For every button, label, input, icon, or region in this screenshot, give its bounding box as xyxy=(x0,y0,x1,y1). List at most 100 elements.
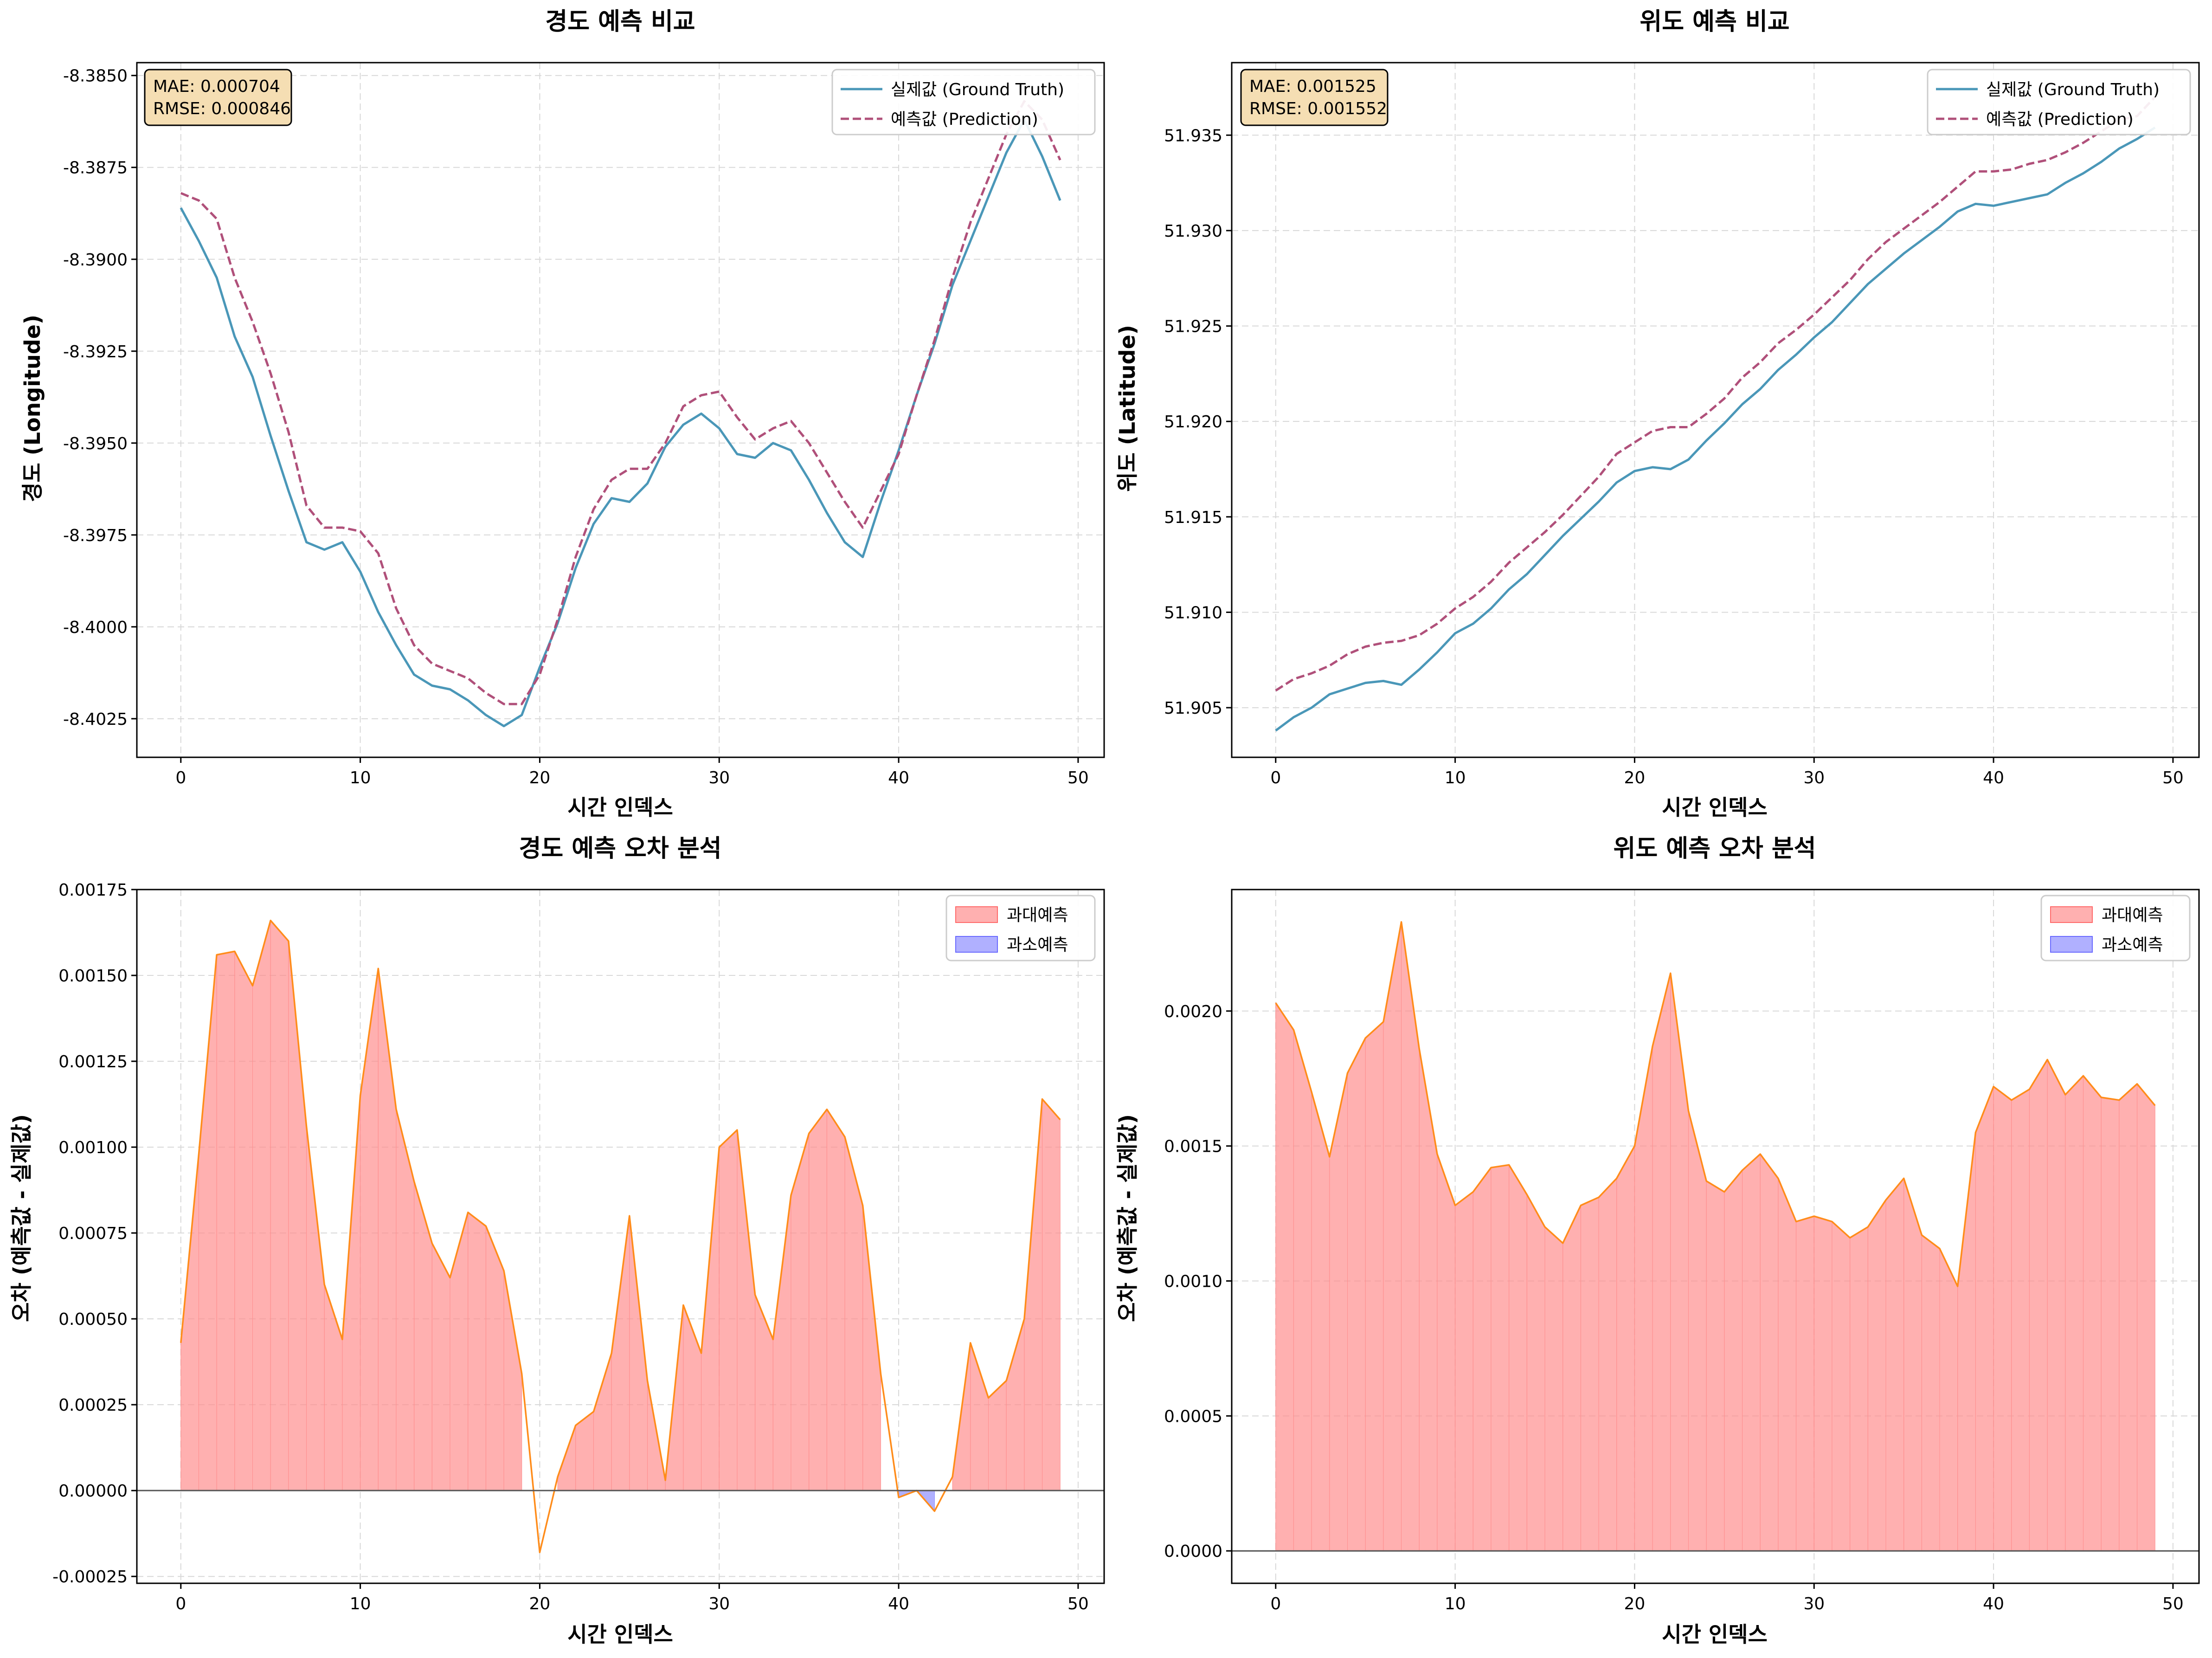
over-prediction-area xyxy=(1706,1181,1725,1551)
over-prediction-area xyxy=(1688,1110,1707,1551)
legend-label-over: 과대예측 xyxy=(1007,906,1068,925)
y-tick-label: 0.00000 xyxy=(58,1482,128,1501)
y-tick-label: -8.3925 xyxy=(63,342,128,361)
over-prediction-area xyxy=(1293,1030,1312,1551)
y-axis-label: 경도 (Longitude) xyxy=(20,315,45,502)
ground-truth-line xyxy=(1275,126,2156,732)
x-tick-label: 10 xyxy=(1445,1594,1466,1613)
x-tick-label: 20 xyxy=(529,1594,551,1613)
stats-box: MAE: 0.000704 RMSE: 0.000846 xyxy=(144,69,292,126)
rmse-text: RMSE: 0.000846 xyxy=(153,99,291,118)
y-tick-label: 51.915 xyxy=(1164,508,1222,527)
legend-swatch-under xyxy=(955,936,998,953)
over-prediction-area xyxy=(1742,1153,1761,1551)
over-prediction-area xyxy=(1885,1178,1904,1551)
y-tick-label: 0.0020 xyxy=(1164,1002,1222,1021)
axes-frame xyxy=(136,62,1105,758)
x-axis-label: 시간 인덱스 xyxy=(1662,1622,1768,1647)
plot-area xyxy=(1232,921,2199,1552)
y-tick-label: 0.0015 xyxy=(1164,1137,1222,1156)
error-line xyxy=(180,919,1061,1554)
over-prediction-area xyxy=(1526,1194,1545,1551)
over-prediction-area xyxy=(1993,1086,2012,1551)
longitude-comparison-chart: 경도 예측 비교 -8.3850-8.3875-8.3900-8.3925-8.… xyxy=(20,8,1105,820)
over-prediction-area xyxy=(1365,1021,1384,1551)
over-prediction-area xyxy=(1383,922,1402,1551)
x-tick-label: 0 xyxy=(175,1594,186,1613)
legend: 실제값 (Ground Truth) 예측값 (Prediction) xyxy=(831,69,1096,135)
over-prediction-area xyxy=(2065,1075,2083,1551)
x-tick-label: 0 xyxy=(1270,768,1281,787)
y-tick-label: -0.00025 xyxy=(52,1568,128,1587)
latitude-error-chart: 위도 예측 오차 분석 0.00000.00050.00100.00150.00… xyxy=(1115,835,2200,1647)
y-tick-label: -8.3900 xyxy=(63,251,128,270)
over-prediction-area xyxy=(216,951,235,1491)
error-line xyxy=(1275,921,2156,1287)
y-tick-label: 0.00100 xyxy=(58,1138,128,1157)
legend: 실제값 (Ground Truth) 예측값 (Prediction) xyxy=(1927,69,2191,135)
y-axis-label: 오차 (예측값 - 실제값) xyxy=(9,1114,34,1322)
x-axis: 0 10 20 30 40 50 xyxy=(1270,757,2184,787)
over-prediction-area xyxy=(1563,1205,1581,1551)
over-prediction-area xyxy=(2101,1097,2120,1551)
x-tick-label: 50 xyxy=(1067,768,1089,787)
x-tick-label: 40 xyxy=(1983,1594,2004,1613)
stats-box: MAE: 0.001525 RMSE: 0.001552 xyxy=(1240,69,1389,126)
legend: 과대예측 과소예측 xyxy=(945,895,1096,961)
y-tick-label: 51.935 xyxy=(1164,126,1222,145)
over-prediction-area xyxy=(1778,1178,1797,1551)
y-axis: -8.3850 -8.3875 -8.3900 -8.3925 -8.3950 -8.39… xyxy=(63,67,137,729)
axes-frame xyxy=(1231,62,2200,758)
y-tick-label: 0.0010 xyxy=(1164,1272,1222,1291)
over-prediction-area xyxy=(1850,1226,1868,1551)
y-tick-label: 0.00125 xyxy=(58,1052,128,1071)
ground-truth-line xyxy=(180,118,1061,728)
series-layer xyxy=(1232,921,2199,1552)
over-prediction-area xyxy=(1813,1216,1833,1551)
over-prediction-area xyxy=(1473,1167,1492,1551)
plot-area xyxy=(137,919,1104,1554)
legend-label-over: 과대예측 xyxy=(2102,906,2163,925)
over-prediction-area xyxy=(1760,1153,1779,1551)
chart-title: 경도 예측 비교 xyxy=(545,8,695,36)
over-prediction-area xyxy=(2011,1089,2030,1551)
over-prediction-area xyxy=(1598,1178,1617,1551)
over-prediction-area xyxy=(1544,1226,1563,1551)
over-prediction-area xyxy=(2029,1058,2048,1551)
y-tick-label: -8.3875 xyxy=(63,159,128,178)
y-tick-label: 51.910 xyxy=(1164,603,1222,622)
y-axis: 51.905 51.910 51.915 51.920 51.925 51.930 51.9… xyxy=(1164,126,1232,718)
over-prediction-area xyxy=(2047,1059,2066,1551)
x-tick-label: 40 xyxy=(888,768,909,787)
prediction-line xyxy=(1275,96,2156,692)
legend-label-ground-truth: 실제값 (Ground Truth) xyxy=(891,80,1064,99)
over-prediction-area xyxy=(1652,973,1671,1551)
plot-area xyxy=(180,100,1061,728)
chart-title: 위도 예측 오차 분석 xyxy=(1613,835,1816,863)
x-axis: 0 10 20 30 40 50 xyxy=(175,1583,1089,1613)
legend-swatch-under xyxy=(2050,936,2093,953)
y-axis: 0.0000 0.0005 0.0010 0.0015 0.0020 xyxy=(1164,1002,1232,1561)
over-prediction-area xyxy=(1903,1178,1922,1551)
over-prediction-area xyxy=(1042,1098,1061,1491)
x-tick-label: 20 xyxy=(1624,1594,1646,1613)
x-tick-label: 40 xyxy=(888,1594,909,1613)
y-axis: -0.00025 0.00000 0.00025 0.00050 0.00075 0.00… xyxy=(52,881,137,1587)
x-tick-label: 20 xyxy=(1624,768,1646,787)
x-tick-label: 30 xyxy=(708,768,730,787)
axes-frame xyxy=(136,889,1105,1584)
y-tick-label: -8.4000 xyxy=(63,618,128,637)
plot-area xyxy=(1275,96,2156,732)
y-axis-label: 위도 (Latitude) xyxy=(1115,325,1140,492)
over-prediction-area xyxy=(1975,1086,1994,1551)
rmse-text: RMSE: 0.001552 xyxy=(1249,99,1387,118)
x-tick-label: 30 xyxy=(1803,1594,1825,1613)
legend-label-prediction: 예측값 (Prediction) xyxy=(891,110,1038,129)
legend-label-under: 과소예측 xyxy=(1007,935,1068,955)
prediction-line xyxy=(180,100,1061,705)
mae-text: MAE: 0.000704 xyxy=(153,77,280,96)
axes-frame xyxy=(1231,889,2200,1584)
chart-title: 위도 예측 비교 xyxy=(1640,8,1789,36)
x-axis-label: 시간 인덱스 xyxy=(567,1622,673,1647)
